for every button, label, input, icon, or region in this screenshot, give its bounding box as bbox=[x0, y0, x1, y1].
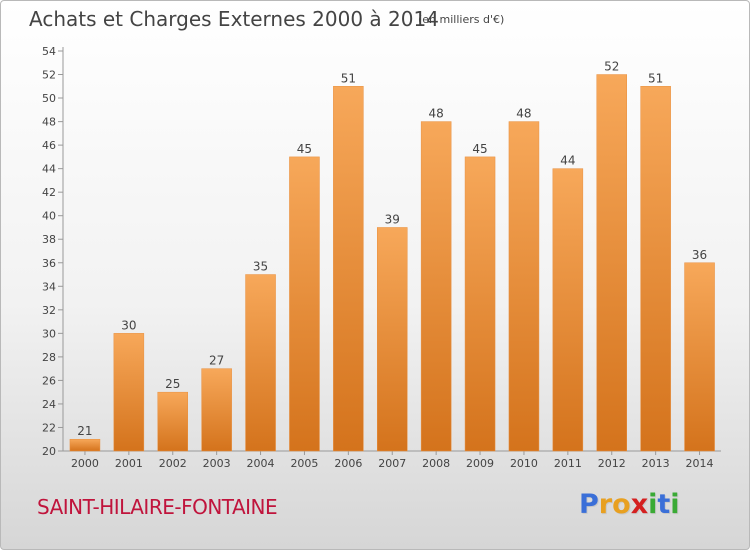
value-label-2010: 48 bbox=[516, 107, 531, 121]
bar-2005 bbox=[289, 156, 320, 452]
value-label-2013: 51 bbox=[648, 71, 663, 85]
value-label-2001: 30 bbox=[121, 318, 136, 332]
value-label-2003: 27 bbox=[209, 354, 224, 368]
chart-title: Achats et Charges Externes 2000 à 2014 bbox=[29, 7, 439, 31]
y-tick-label: 26 bbox=[42, 374, 56, 387]
x-tick-label-2001: 2001 bbox=[115, 457, 143, 470]
logo-letter: P bbox=[579, 489, 599, 520]
y-tick-label: 30 bbox=[42, 327, 56, 340]
logo-letter: i bbox=[648, 489, 658, 520]
y-tick-label: 52 bbox=[42, 69, 56, 82]
y-tick-label: 48 bbox=[42, 116, 56, 129]
x-tick-label-2000: 2000 bbox=[71, 457, 99, 470]
x-tick-label-2011: 2011 bbox=[554, 457, 582, 470]
bar-2006 bbox=[333, 86, 364, 452]
value-label-2000: 21 bbox=[77, 424, 92, 438]
x-tick-label-2002: 2002 bbox=[159, 457, 187, 470]
place-name: SAINT-HILAIRE-FONTAINE bbox=[37, 495, 278, 519]
y-tick-label: 20 bbox=[42, 445, 56, 458]
bar-2007 bbox=[377, 227, 408, 452]
x-tick-label-2007: 2007 bbox=[378, 457, 406, 470]
x-tick-label-2004: 2004 bbox=[247, 457, 275, 470]
y-tick-label: 54 bbox=[42, 45, 56, 58]
bar-2012 bbox=[596, 74, 627, 452]
logo-letter: o bbox=[612, 489, 631, 520]
value-label-2005: 45 bbox=[297, 142, 312, 156]
bar-2004 bbox=[245, 274, 276, 452]
bar-2010 bbox=[508, 121, 540, 452]
y-tick-label: 42 bbox=[42, 186, 56, 199]
x-tick-label-2005: 2005 bbox=[290, 457, 318, 470]
x-tick-label-2012: 2012 bbox=[598, 457, 626, 470]
bars bbox=[69, 74, 715, 452]
logo-letter: r bbox=[598, 489, 613, 520]
x-tick-label-2014: 2014 bbox=[686, 457, 714, 470]
y-tick-label: 24 bbox=[42, 398, 56, 411]
bar-2009 bbox=[464, 156, 496, 452]
x-tick-label-2010: 2010 bbox=[510, 457, 538, 470]
bar-2002 bbox=[157, 391, 188, 452]
y-tick-label: 32 bbox=[42, 304, 56, 317]
value-label-2002: 25 bbox=[165, 377, 180, 391]
bar-2000 bbox=[69, 438, 101, 452]
x-tick-label-2009: 2009 bbox=[466, 457, 494, 470]
bar-2011 bbox=[552, 168, 584, 452]
bar-2014 bbox=[684, 262, 715, 452]
value-label-2012: 52 bbox=[604, 60, 619, 74]
y-tick-label: 22 bbox=[42, 421, 56, 434]
axes: 20 22 24 26 28 30 32 34 36 38 40 42 44 46 48 50 52 54 2000… bbox=[42, 45, 721, 470]
value-label-2004: 35 bbox=[253, 260, 268, 274]
bar-2003 bbox=[201, 368, 232, 452]
x-tick-label-2006: 2006 bbox=[334, 457, 362, 470]
value-label-2014: 36 bbox=[692, 248, 707, 262]
bar-2001 bbox=[113, 333, 145, 452]
y-tick-label: 44 bbox=[42, 163, 56, 176]
y-tick-label: 34 bbox=[42, 280, 56, 293]
value-label-2006: 51 bbox=[341, 71, 356, 85]
logo-letter: i bbox=[670, 489, 680, 520]
x-tick-label-2003: 2003 bbox=[203, 457, 231, 470]
y-tick-label: 50 bbox=[42, 92, 56, 105]
bar-2013 bbox=[640, 86, 671, 452]
proxiti-logo: Proxiti bbox=[579, 489, 680, 520]
value-label-2007: 39 bbox=[385, 212, 400, 226]
logo-letter: x bbox=[630, 489, 649, 520]
chart-subtitle: (en milliers d'€) bbox=[418, 13, 505, 26]
x-tick-label-2013: 2013 bbox=[642, 457, 670, 470]
value-label-2009: 45 bbox=[472, 142, 487, 156]
y-tick-label: 40 bbox=[42, 210, 56, 223]
y-tick-label: 38 bbox=[42, 233, 56, 246]
bar-2008 bbox=[420, 121, 452, 452]
y-tick-label: 36 bbox=[42, 257, 56, 270]
x-tick-label-2008: 2008 bbox=[422, 457, 450, 470]
logo-letter: t bbox=[657, 489, 671, 520]
y-tick-label: 28 bbox=[42, 351, 56, 364]
data-labels: 21 30 25 27 35 45 51 39 48 45 48 44 52 51 36 bbox=[77, 60, 707, 439]
value-label-2011: 44 bbox=[560, 154, 575, 168]
y-tick-label: 46 bbox=[42, 139, 56, 152]
value-label-2008: 48 bbox=[429, 107, 444, 121]
